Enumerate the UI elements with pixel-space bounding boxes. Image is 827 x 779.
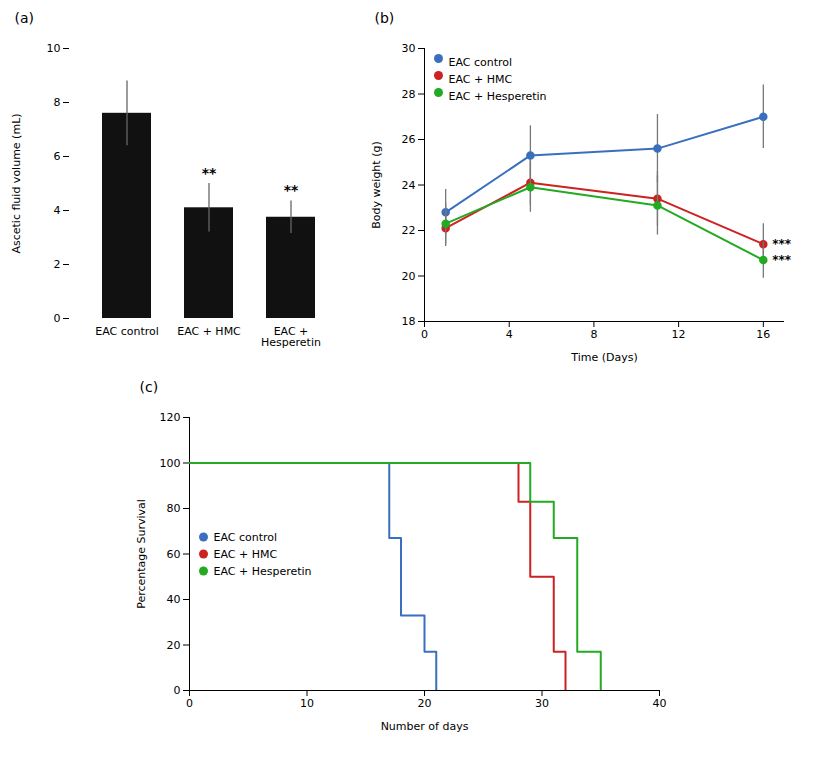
svg-text:**: ** <box>283 182 298 198</box>
svg-text:22: 22 <box>401 224 415 237</box>
svg-text:Ascetic fluid volume (mL): Ascetic fluid volume (mL) <box>10 113 23 253</box>
svg-text:Time (Days): Time (Days) <box>570 351 637 364</box>
svg-text:12: 12 <box>671 328 685 341</box>
svg-text:40: 40 <box>652 697 666 710</box>
html-text:(c): (c) <box>139 379 159 395</box>
svg-text:EAC + Hesperetin: EAC + Hesperetin <box>448 90 546 103</box>
svg-text:20: 20 <box>166 639 180 652</box>
svg-text:**: ** <box>201 165 216 181</box>
svg-text:8: 8 <box>590 328 597 341</box>
svg-text:40: 40 <box>166 593 180 606</box>
svg-text:10: 10 <box>300 697 314 710</box>
svg-text:100: 100 <box>159 457 180 470</box>
svg-text:0: 0 <box>186 697 193 710</box>
svg-text:EAC control: EAC control <box>95 325 159 338</box>
svg-text:EAC + HMC: EAC + HMC <box>213 548 277 561</box>
svg-text:Percentage Survival: Percentage Survival <box>135 499 148 609</box>
svg-text:20: 20 <box>417 697 431 710</box>
svg-text:30: 30 <box>535 697 549 710</box>
svg-text:26: 26 <box>401 133 415 146</box>
svg-text:4: 4 <box>505 328 512 341</box>
svg-text:10: 10 <box>46 42 60 55</box>
html-text:(a): (a) <box>14 10 34 26</box>
svg-text:EAC + HMC: EAC + HMC <box>177 325 241 338</box>
svg-text:EAC + HMC: EAC + HMC <box>448 73 512 86</box>
svg-text:8: 8 <box>53 96 60 109</box>
svg-text:4: 4 <box>53 204 60 217</box>
svg-text:0: 0 <box>173 684 180 697</box>
svg-text:60: 60 <box>166 548 180 561</box>
svg-text:EAC + Hesperetin: EAC + Hesperetin <box>213 565 311 578</box>
svg-text:16: 16 <box>756 328 770 341</box>
svg-text:***: *** <box>772 237 792 251</box>
svg-text:EAC control: EAC control <box>448 56 512 69</box>
svg-text:EAC control: EAC control <box>213 531 277 544</box>
svg-text:2: 2 <box>53 258 60 271</box>
svg-text:***: *** <box>772 253 792 267</box>
svg-text:0: 0 <box>421 328 428 341</box>
svg-text:80: 80 <box>166 502 180 515</box>
svg-text:28: 28 <box>401 88 415 101</box>
svg-text:Number of days: Number of days <box>380 720 468 733</box>
svg-text:24: 24 <box>401 179 415 192</box>
svg-text:Body weight (g): Body weight (g) <box>370 141 383 228</box>
svg-text:120: 120 <box>159 411 180 424</box>
svg-text:0: 0 <box>53 312 60 325</box>
svg-text:6: 6 <box>53 150 60 163</box>
svg-text:18: 18 <box>401 315 415 328</box>
html-text:(b): (b) <box>374 10 395 26</box>
svg-text:20: 20 <box>401 270 415 283</box>
svg-text:EAC +Hesperetin: EAC +Hesperetin <box>261 325 321 349</box>
svg-text:30: 30 <box>401 42 415 55</box>
